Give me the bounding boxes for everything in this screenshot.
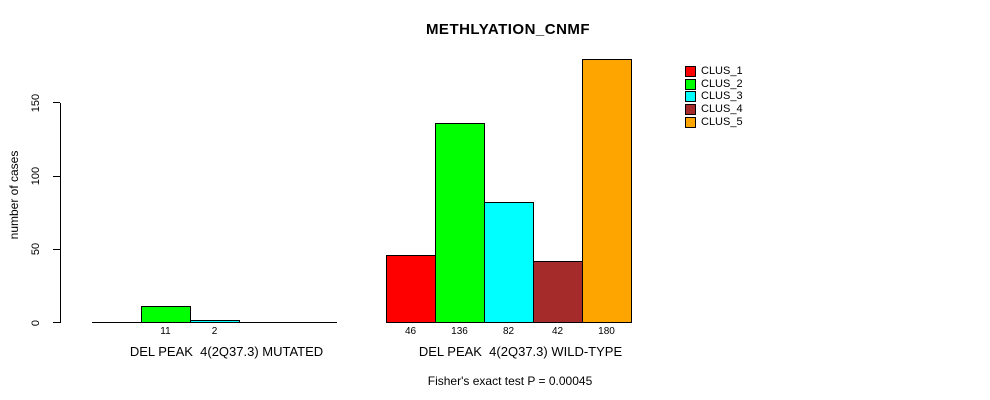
y-tick-label: 100: [30, 166, 42, 186]
fisher-test-annotation: Fisher's exact test P = 0.00045: [427, 374, 593, 388]
bar-CLUS_3: [484, 202, 534, 323]
bar-value-label: 136: [451, 326, 468, 337]
y-tick-label: 0: [30, 319, 42, 326]
bar-CLUS_5: [582, 58, 632, 323]
y-axis-line: [60, 102, 61, 323]
y-tick: [53, 248, 60, 250]
bar-CLUS_3: [190, 319, 240, 323]
bar-value-label: 82: [502, 326, 515, 337]
y-tick-label: 150: [30, 93, 42, 113]
group-label: DEL PEAK 4(2Q37.3) WILD-TYPE: [418, 344, 623, 359]
bar-CLUS_1: [386, 255, 436, 323]
y-tick: [53, 102, 60, 104]
y-tick-label: 50: [30, 243, 42, 256]
bar-value-label: 2: [211, 326, 218, 337]
y-tick: [53, 175, 60, 177]
bar-CLUS_2: [435, 123, 485, 323]
bar-value-label: 42: [551, 326, 564, 337]
chart-title: METHLYATION_CNMF: [425, 21, 591, 38]
bar-CLUS_4: [533, 261, 583, 323]
y-tick: [53, 322, 60, 323]
bar-value-label: 180: [598, 326, 615, 337]
bar-CLUS_2: [141, 306, 191, 323]
bar-value-label: 11: [160, 326, 171, 337]
bar-value-label: 46: [404, 326, 417, 337]
group-label: DEL PEAK 4(2Q37.3) MUTATED: [129, 344, 324, 359]
